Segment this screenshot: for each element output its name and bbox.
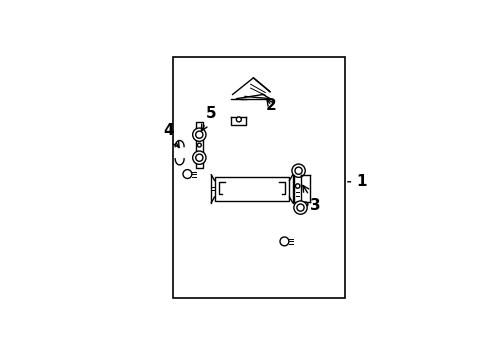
Circle shape (280, 237, 288, 246)
Circle shape (293, 201, 306, 214)
Circle shape (192, 151, 205, 164)
Circle shape (295, 184, 299, 188)
Circle shape (296, 204, 304, 211)
Bar (196, 122, 202, 168)
Circle shape (195, 131, 203, 138)
Bar (214, 177, 289, 201)
Text: 4: 4 (163, 123, 179, 148)
Bar (173, 57, 344, 298)
Circle shape (183, 170, 191, 179)
Text: 1: 1 (347, 174, 366, 189)
Circle shape (195, 154, 203, 161)
Circle shape (294, 167, 302, 174)
Text: 2: 2 (265, 98, 276, 113)
Text: 5: 5 (201, 105, 216, 131)
Circle shape (236, 117, 241, 122)
Circle shape (197, 143, 201, 147)
Circle shape (291, 164, 305, 177)
Circle shape (192, 128, 205, 141)
Text: 3: 3 (302, 185, 321, 213)
Circle shape (303, 202, 307, 207)
